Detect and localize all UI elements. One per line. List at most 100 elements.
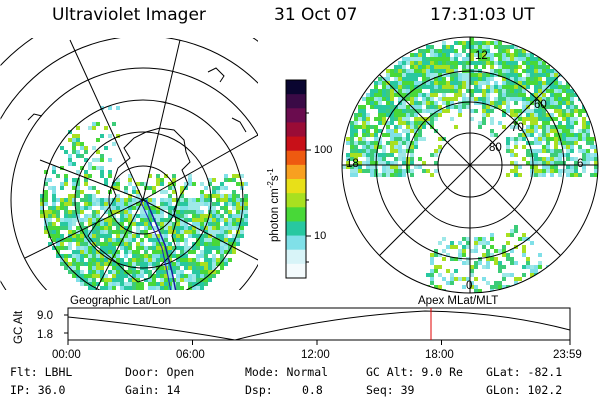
emission-pixel	[362, 105, 366, 109]
emission-pixel	[486, 85, 490, 89]
emission-pixel	[414, 89, 418, 93]
emission-pixel	[350, 129, 354, 133]
emission-pixel	[422, 73, 426, 77]
emission-pixel	[582, 121, 586, 125]
emission-pixel	[442, 249, 446, 253]
emission-pixel	[530, 273, 534, 277]
emission-pixel	[88, 162, 92, 166]
emission-pixel	[192, 230, 196, 234]
emission-pixel	[558, 141, 562, 145]
emission-pixel	[442, 45, 446, 49]
emission-pixel	[502, 265, 506, 269]
emission-pixel	[184, 222, 188, 226]
emission-pixel	[176, 282, 180, 286]
emission-pixel	[236, 182, 240, 186]
emission-pixel	[172, 246, 176, 250]
emission-pixel	[574, 169, 578, 173]
emission-pixel	[406, 113, 410, 117]
emission-pixel	[482, 105, 486, 109]
emission-pixel	[518, 137, 522, 141]
emission-pixel	[526, 77, 530, 81]
emission-pixel	[502, 65, 506, 69]
emission-pixel	[188, 278, 192, 282]
emission-pixel	[510, 109, 514, 113]
emission-pixel	[172, 234, 176, 238]
emission-pixel	[538, 125, 542, 129]
emission-pixel	[538, 133, 542, 137]
emission-pixel	[240, 226, 244, 230]
emission-pixel	[506, 273, 510, 277]
emission-pixel	[546, 165, 550, 169]
emission-pixel	[514, 141, 518, 145]
emission-pixel	[506, 253, 510, 257]
emission-pixel	[534, 129, 538, 133]
emission-pixel	[156, 242, 160, 246]
color-bar-cell	[286, 164, 306, 180]
emission-pixel	[530, 165, 534, 169]
emission-pixel	[458, 113, 462, 117]
emission-pixel	[124, 234, 128, 238]
emission-pixel	[466, 61, 470, 65]
emission-pixel	[502, 125, 506, 129]
emission-pixel	[446, 105, 450, 109]
emission-pixel	[430, 93, 434, 97]
time-label: 17:31:03 UT	[430, 5, 535, 25]
emission-pixel	[386, 97, 390, 101]
emission-pixel	[526, 61, 530, 65]
glon-info: GLon: 102.2	[486, 383, 563, 397]
emission-pixel	[506, 93, 510, 97]
emission-pixel	[382, 113, 386, 117]
emission-pixel	[558, 149, 562, 153]
emission-pixel	[414, 73, 418, 77]
emission-pixel	[132, 190, 136, 194]
emission-pixel	[84, 150, 88, 154]
emission-pixel	[406, 61, 410, 65]
emission-pixel	[354, 133, 358, 137]
emission-pixel	[534, 125, 538, 129]
emission-pixel	[390, 129, 394, 133]
emission-pixel	[422, 77, 426, 81]
emission-pixel	[216, 218, 220, 222]
emission-pixel	[64, 178, 68, 182]
emission-pixel	[136, 250, 140, 254]
emission-pixel	[574, 117, 578, 121]
emission-pixel	[196, 230, 200, 234]
emission-pixel	[554, 89, 558, 93]
emission-pixel	[172, 266, 176, 270]
emission-pixel	[44, 210, 48, 214]
emission-pixel	[382, 157, 386, 161]
emission-pixel	[566, 133, 570, 137]
emission-pixel	[104, 206, 108, 210]
emission-pixel	[546, 129, 550, 133]
emission-pixel	[558, 101, 562, 105]
emission-pixel	[176, 226, 180, 230]
emission-pixel	[526, 81, 530, 85]
emission-pixel	[478, 85, 482, 89]
emission-pixel	[104, 282, 108, 286]
emission-pixel	[594, 153, 598, 157]
emission-pixel	[120, 214, 124, 218]
emission-pixel	[228, 210, 232, 214]
emission-pixel	[546, 157, 550, 161]
emission-pixel	[52, 246, 56, 250]
emission-pixel	[232, 222, 236, 226]
emission-pixel	[172, 190, 176, 194]
emission-pixel	[550, 77, 554, 81]
emission-pixel	[152, 254, 156, 258]
emission-pixel	[80, 242, 84, 246]
emission-pixel	[466, 101, 470, 105]
emission-pixel	[156, 258, 160, 262]
emission-pixel	[490, 233, 494, 237]
emission-pixel	[68, 218, 72, 222]
emission-pixel	[514, 173, 518, 177]
emission-pixel	[534, 157, 538, 161]
emission-pixel	[558, 93, 562, 97]
emission-pixel	[534, 169, 538, 173]
emission-pixel	[80, 282, 84, 286]
emission-pixel	[434, 169, 438, 173]
emission-pixel	[542, 173, 546, 177]
emission-pixel	[390, 161, 394, 165]
emission-pixel	[526, 149, 530, 153]
emission-pixel	[378, 173, 382, 177]
emission-pixel	[378, 109, 382, 113]
